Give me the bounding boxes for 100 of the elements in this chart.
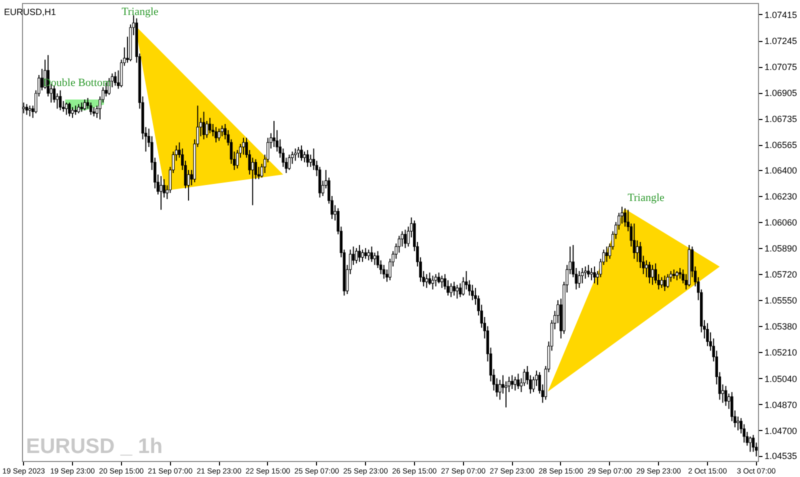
candlestick — [437, 272, 440, 284]
y-tick-label: 1.04870 — [764, 400, 798, 410]
y-tick-label: 1.04700 — [764, 426, 798, 436]
candlestick — [672, 269, 676, 280]
annotation: Triangle — [628, 192, 665, 204]
y-tick-label: 1.07075 — [764, 62, 798, 72]
candlestick — [25, 104, 28, 116]
candlestick — [160, 176, 162, 210]
candlestick — [434, 274, 438, 287]
candlestick — [660, 276, 664, 288]
candlestick — [355, 248, 358, 264]
y-tick-label: 1.06060 — [764, 218, 798, 228]
candlestick — [632, 223, 636, 260]
candlestick — [450, 282, 452, 298]
candlestick — [361, 249, 364, 262]
y-tick-label: 1.07245 — [764, 36, 798, 46]
candlestick — [367, 249, 370, 261]
candlestick — [504, 380, 508, 408]
candlestick — [22, 102, 26, 114]
y-tick-label: 1.05890 — [764, 244, 798, 254]
candlestick — [40, 68, 44, 91]
candlestick — [510, 374, 514, 390]
candlestick — [458, 282, 462, 298]
candlestick — [471, 284, 474, 301]
candlestick — [724, 385, 728, 406]
candlestick — [56, 92, 59, 110]
candlestick — [431, 275, 434, 290]
candlestick — [28, 105, 32, 117]
candlestick — [288, 154, 291, 170]
candlestick — [516, 373, 520, 390]
candlestick — [498, 379, 502, 400]
candlestick — [456, 284, 459, 300]
candlestick — [208, 117, 212, 134]
candlestick — [214, 126, 218, 143]
y-tick-label: 1.06735 — [764, 114, 798, 124]
candlestick — [590, 267, 593, 281]
candlestick — [364, 248, 367, 260]
candlestick — [663, 275, 666, 292]
candlestick — [251, 157, 254, 206]
candlestick — [71, 106, 74, 118]
candlestick — [440, 275, 444, 288]
candlestick — [83, 99, 86, 111]
candlestick — [605, 246, 608, 262]
candlestick — [89, 102, 92, 116]
y-tick-label: 1.05040 — [764, 374, 798, 384]
y-tick-label: 1.05550 — [764, 296, 798, 306]
candlestick — [584, 266, 587, 280]
candlestick — [65, 102, 68, 116]
candlestick — [74, 105, 77, 116]
candlestick — [58, 90, 62, 111]
candlestick — [68, 102, 71, 117]
candlestick — [373, 252, 376, 266]
y-tick-label: 1.06905 — [764, 88, 798, 98]
candlestick — [358, 244, 361, 262]
candlestick — [309, 154, 312, 168]
candlestick — [404, 229, 407, 249]
candlestick — [587, 264, 590, 278]
candlestick — [676, 270, 678, 281]
candlestick — [678, 267, 682, 280]
y-tick-label: 1.06230 — [764, 192, 798, 202]
candlestick — [651, 264, 654, 286]
candlestick — [580, 267, 584, 284]
candlestick — [297, 146, 300, 158]
candlestick — [370, 246, 374, 262]
candlestick — [202, 111, 206, 140]
candlestick — [80, 102, 84, 112]
y-tick-label: 1.07415 — [764, 10, 798, 20]
candlestick — [300, 144, 303, 162]
candlestick — [242, 137, 245, 156]
candlestick — [666, 274, 670, 288]
candlestick — [220, 125, 224, 137]
candlestick — [92, 106, 96, 117]
candlestick — [636, 240, 639, 262]
candlestick — [645, 260, 648, 278]
candlestick — [648, 261, 651, 284]
chart-title: EURUSD,H1 — [4, 7, 56, 17]
candlestick — [706, 322, 709, 347]
candlestick — [428, 272, 432, 286]
candlestick — [218, 128, 220, 142]
y-tick-label: 1.05210 — [764, 348, 798, 358]
candlestick — [514, 376, 517, 392]
candlestick — [272, 120, 276, 148]
y-tick-label: 1.05380 — [764, 322, 798, 332]
y-tick-label: 1.06565 — [764, 140, 798, 150]
candlestick — [294, 148, 297, 162]
candlestick — [748, 436, 752, 452]
candlestick — [593, 266, 596, 284]
candlestick — [752, 434, 755, 452]
candlestick — [578, 270, 581, 288]
annotation: Triangle — [122, 6, 159, 18]
candlestick — [306, 150, 309, 168]
y-tick-label: 1.05720 — [764, 270, 798, 280]
candlestick — [77, 104, 80, 114]
candlestick — [187, 169, 190, 202]
candlestick — [303, 151, 306, 163]
candlestick — [114, 71, 117, 86]
candlestick — [736, 416, 740, 431]
candlestick — [205, 120, 208, 138]
candlestick — [382, 264, 386, 280]
y-tick-label: 1.04535 — [764, 451, 798, 462]
